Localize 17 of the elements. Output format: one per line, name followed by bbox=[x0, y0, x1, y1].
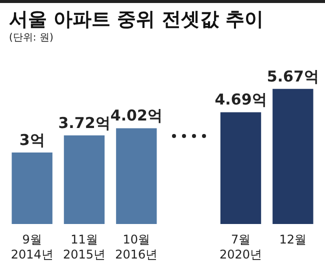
bar bbox=[220, 112, 262, 224]
bar bbox=[116, 128, 157, 224]
x-tick-label: 11월 2015년 bbox=[62, 232, 106, 262]
data-label: 3억 bbox=[19, 131, 45, 149]
data-label: 4.02억 bbox=[110, 106, 162, 125]
bar bbox=[272, 88, 314, 224]
data-label: 5.67억 bbox=[266, 67, 319, 86]
x-tick-label: 7월 2020년 bbox=[219, 232, 262, 262]
bar bbox=[12, 152, 52, 224]
data-label: 4.69억 bbox=[214, 90, 267, 109]
bar bbox=[64, 135, 105, 224]
x-tick-label: 12월 bbox=[279, 232, 307, 246]
x-tick-label: 9월 2014년 bbox=[10, 232, 54, 262]
x-tick-label: 10월 2016년 bbox=[115, 232, 158, 262]
chart-title: 서울 아파트 중위 전셋값 추이 bbox=[9, 8, 264, 30]
chart-subtitle: (단위: 원) bbox=[9, 32, 54, 44]
data-label: 3.72억 bbox=[58, 114, 110, 132]
